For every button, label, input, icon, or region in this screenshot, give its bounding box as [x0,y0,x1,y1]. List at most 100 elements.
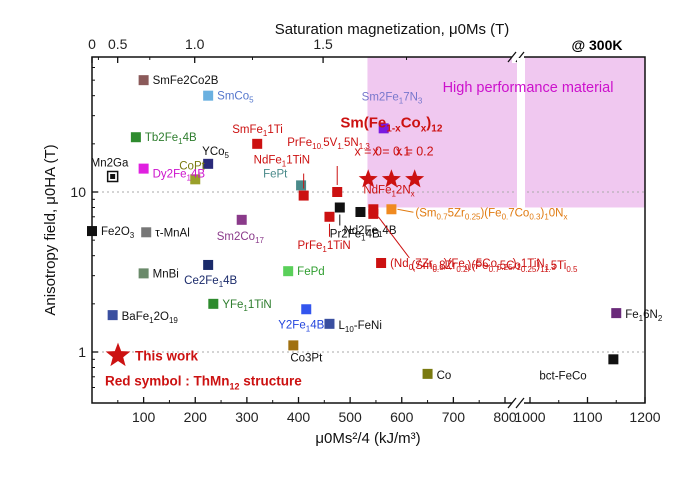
point-marker [138,75,149,86]
point-label: Pr2Fe1​4B [330,229,380,243]
data-point: NdFe1​2Nx​ [363,184,415,215]
point-marker [376,257,387,268]
point-marker [87,226,97,237]
x-tick-label: 200 [184,409,208,425]
point-marker [236,214,247,225]
data-point: NdFe1​1TiN [254,155,310,201]
x-tick-label: 500 [338,409,362,425]
point-label: PrFe10.​5V1.​5N1.3​ [287,137,370,151]
point-label: Ce2Fe1​4B [184,275,237,289]
point-label: Fe2O3​ [101,226,135,240]
x2-tick-label: 0.5 [108,36,128,52]
point-label: τ-MnAl [155,227,190,239]
this-work-point: x = 0.2 [396,144,434,188]
legend-label: Red symbol : ThMn12 structure [105,374,302,392]
data-point: CoPt [179,160,206,185]
point-label: Co3Pt [290,352,323,364]
data-point: Fe1​6N2​ [611,308,663,323]
data-point: Pr2Fe1​4B [330,202,380,243]
point-label: Mn2Ga [91,157,129,169]
this-work-label: x = 0.1 [372,144,410,158]
point-label: (Nd0.​7Zr0.3​)(Fe0.7​5Co0.25​)1​1TiN1.3​ [390,258,556,272]
point-marker [386,204,397,215]
data-point: τ-MnAl [141,227,190,239]
point-marker [368,208,379,219]
data-point: Nd2Fe1​4B [343,206,397,239]
legend-item-this-work: This work [105,342,199,367]
point-marker [298,190,309,201]
x-tick-label: 300 [235,409,259,425]
data-point: FePt [263,168,307,191]
point-label: L10​-FeNi [338,320,381,334]
point-marker [252,138,263,149]
data-point: PrFe1​1TiN [297,211,351,254]
region-label: High performance material [443,80,614,96]
point-marker [334,202,345,213]
x-tick-label: 700 [442,409,466,425]
y-tick-label: 10 [70,184,86,200]
data-point: (Sm0.7​5Zr0.25​)(Fe0.​7Co0.3​)1​0Nx​ [386,204,567,221]
data-point: SmFe2Co2B [138,75,219,87]
legend-item-thmn12: Red symbol : ThMn12 structure [105,374,302,392]
condition-label: @ 300K [571,37,622,53]
star-marker [381,169,401,188]
point-label: YFe1​1TiN [222,299,271,313]
x-tick-label: 400 [287,409,311,425]
x2-tick-label: 1.5 [313,36,333,52]
data-point: Fe2O3​ [87,226,135,240]
point-label: FePt [263,168,288,180]
point-label: SmFe2Co2B [153,75,219,87]
data-point: YCo5​ [202,146,230,169]
point-label: NdFe1​1TiN [254,155,310,169]
x-tick-label: 800 [493,409,517,425]
point-label: Tb2Fe1​4B [145,132,197,146]
this-work-point: x = 0.1 [372,144,410,188]
point-label: Fe1​6N2​ [625,309,663,323]
point-label: BaFe1​2O19​ [122,311,179,325]
point-label: Co [437,370,452,382]
point-label: (Sm0.​8Zr0.2​)(Fe0.7​5Co0.25​)11.​5Ti0.5… [411,260,578,274]
point-marker [203,158,214,169]
point-label: SmCo5​ [217,91,254,105]
x-tick-label: 600 [390,409,414,425]
this-work-label: x = 0 [354,144,381,158]
data-point: FePd [283,266,325,278]
leader-lines [303,166,414,259]
point-label: CoPt [179,160,205,172]
point-marker [203,259,214,270]
point-marker [301,304,312,315]
data-point: (Sm0.​8Zr0.2​)(Fe0.7​5Co0.25​)11.​5Ti0.5… [368,208,578,274]
point-label: NdFe1​2Nx​ [363,184,414,198]
point-marker [203,90,214,101]
star-marker [358,169,378,188]
data-point: Co3Pt [288,340,323,364]
point-marker [608,354,619,365]
this-work-point: x = 0 [354,144,382,188]
data-point: PrFe10.​5V1.​5N1.3​ [287,137,370,197]
point-marker [324,318,335,329]
x2-tick-label: 1.0 [185,36,205,52]
x-tick-label: 1100 [572,409,602,425]
y-axis-title: Anisotropy field, μ0HA (T) [42,144,59,315]
data-point: (Nd0.​7Zr0.3​)(Fe0.7​5Co0.25​)1​1TiN1.3​ [376,257,556,272]
point-label: FePd [297,266,325,278]
data-point: Sm2Co17​ [217,214,265,245]
x2-axis-title: Saturation magnetization, μ0Ms (T) [275,21,510,38]
data-point: Mn2Ga [91,157,129,183]
y-tick-label: 1 [78,344,86,360]
x-tick-label: 1000 [514,409,545,425]
point-label: Dy2Fe1​4B [153,169,206,183]
point-marker [355,206,366,217]
point-label: MnBi [153,268,179,280]
point-label: PrFe1​1TiN [297,240,350,254]
reference-lines [92,191,645,353]
data-points: SmFe2Co2B SmCo5​ Tb2Fe1​4B YCo5​CoPtDy2Fe1​… [87,75,663,382]
data-point: Co [422,368,452,382]
data-point: Y2Fe1​4B [278,304,325,333]
star-marker [405,169,425,188]
point-marker [378,123,389,134]
data-point: SmCo5​ [203,90,254,105]
star-marker [105,342,131,367]
x-axis-title: μ0Ms²/4 (kJ/m³) [315,430,420,447]
